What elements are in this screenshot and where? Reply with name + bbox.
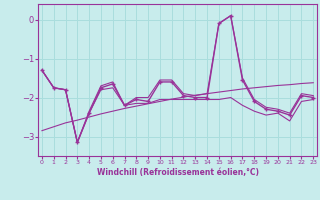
- X-axis label: Windchill (Refroidissement éolien,°C): Windchill (Refroidissement éolien,°C): [97, 168, 259, 177]
